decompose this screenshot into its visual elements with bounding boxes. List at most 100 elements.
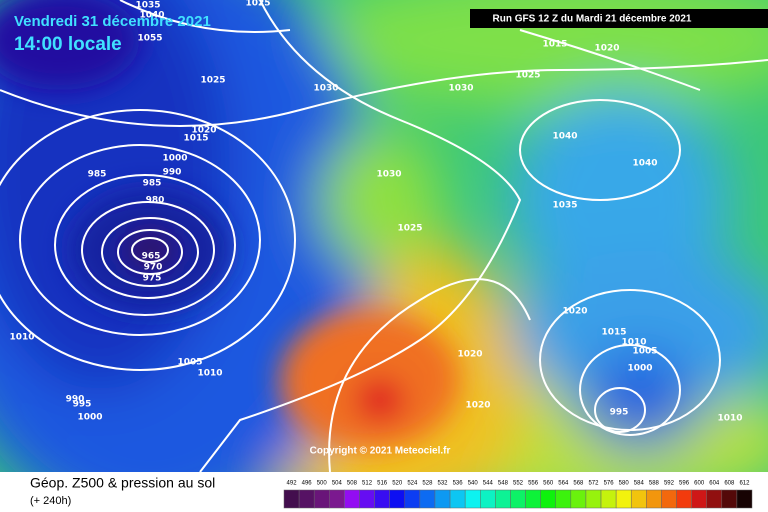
scale-label: 540 [468, 481, 479, 487]
isobar-label: 1025 [397, 224, 422, 234]
isobar-label: 965 [142, 252, 161, 262]
isobar-label: 1040 [139, 11, 164, 21]
scale-label: 584 [634, 481, 645, 487]
scale-swatch [706, 489, 723, 509]
scale-swatch [736, 489, 753, 509]
scale-label: 608 [724, 481, 735, 487]
isobar-label: 1020 [457, 350, 482, 360]
scale-swatch [359, 489, 375, 509]
scale-label: 536 [453, 481, 464, 487]
scale-swatch [555, 489, 572, 509]
scale-swatch [495, 489, 511, 509]
run-label: Run GFS 12 Z du Mardi 21 décembre 2021 [493, 14, 692, 25]
scale-swatch [404, 489, 421, 509]
isobar-label: 1010 [621, 338, 646, 348]
scale-swatch [283, 489, 300, 509]
scale-label: 576 [604, 481, 615, 487]
scale-swatch [449, 489, 466, 509]
isobar-label: 985 [143, 179, 162, 189]
scale-label: 600 [694, 481, 705, 487]
scale-label: 544 [483, 481, 494, 487]
scale-label: 512 [362, 481, 373, 487]
scale-swatch [389, 489, 406, 509]
scale-label: 492 [287, 481, 298, 487]
scale-swatch [480, 489, 496, 509]
time-label: 14:00 locale [14, 34, 122, 55]
scale-swatch [585, 489, 602, 509]
isobar-label: 1015 [601, 328, 626, 338]
scale-swatch [344, 489, 360, 509]
scale-swatch [419, 489, 436, 509]
scale-label: 564 [558, 481, 569, 487]
scale-swatch [374, 489, 390, 509]
copyright: Copyright © 2021 Meteociel.fr [310, 446, 451, 457]
scale-label: 580 [619, 481, 630, 487]
legend-title: Géop. Z500 & pression au sol [30, 475, 215, 491]
isobar-label: 985 [88, 170, 107, 180]
scale-swatch [630, 489, 647, 509]
scale-swatch [298, 489, 315, 509]
scale-label: 528 [422, 481, 433, 487]
isobar-label: 995 [610, 408, 629, 418]
scale-swatch [691, 489, 707, 509]
isobar-label: 1005 [177, 358, 202, 368]
scale-swatch [540, 489, 556, 509]
isobar-label: 1015 [183, 134, 208, 144]
scale-label: 592 [664, 481, 675, 487]
scale-swatch [600, 489, 617, 509]
scale-swatch [464, 489, 481, 509]
date-label: Vendredi 31 décembre 2021 [14, 13, 211, 30]
isobar-label: 990 [163, 168, 182, 178]
scale-swatch [313, 489, 330, 509]
run-box [470, 9, 768, 28]
scale-swatch [721, 489, 738, 509]
isobar-label: 1005 [632, 347, 657, 357]
scale-swatch [525, 489, 541, 509]
scale-label: 516 [377, 481, 388, 487]
isobar-label: 1010 [717, 414, 742, 424]
isobar-label: 1020 [594, 44, 619, 54]
scale-label: 524 [407, 481, 418, 487]
color-scale: 492 496 500 504 508 512 516 520 524 528 532 536 540 5… [283, 481, 753, 509]
scale-label: 520 [392, 481, 403, 487]
scale-swatch [434, 489, 451, 509]
isobar-label: 1000 [627, 364, 652, 374]
isobar-label: 1010 [9, 333, 34, 343]
isobar-label: 1020 [562, 307, 587, 317]
isobar-label: 1020 [465, 401, 490, 411]
scale-label: 596 [679, 481, 690, 487]
scale-label: 612 [739, 481, 750, 487]
isobar-label: 990 [66, 395, 85, 405]
scale-label: 604 [709, 481, 720, 487]
isobar-label: 1000 [162, 154, 187, 164]
scale-label: 560 [543, 481, 554, 487]
scale-label: 568 [573, 481, 584, 487]
scale-swatch [570, 489, 587, 509]
scale-label: 500 [317, 481, 328, 487]
scale-swatch [661, 489, 677, 509]
isobar-label: 995 [73, 400, 92, 410]
isobar-label: 1035 [135, 1, 160, 11]
isobar-label: 1020 [191, 126, 216, 136]
isobar-label: 1000 [77, 413, 102, 423]
isobar-label: 1055 [137, 34, 162, 44]
isobar-label: 970 [144, 263, 163, 273]
legend-lead: (+ 240h) [30, 495, 71, 507]
isobar-label: 1015 [542, 40, 567, 50]
scale-swatch [676, 489, 692, 509]
isobar-label: 1030 [448, 84, 473, 94]
isobar-label: 1010 [197, 369, 222, 379]
isobar-label: 1025 [515, 71, 540, 81]
scale-label: 588 [649, 481, 660, 487]
scale-swatch [510, 489, 526, 509]
isobar-label: 975 [143, 274, 162, 284]
scale-label: 532 [438, 481, 449, 487]
isobars [0, 0, 768, 472]
scale-label: 496 [302, 481, 313, 487]
scale-label: 504 [332, 481, 343, 487]
scale-swatch [329, 489, 345, 509]
isobar-label: 1035 [552, 201, 577, 211]
isobar-labels: 1035104010551025102510201015100099098598… [9, 0, 742, 424]
